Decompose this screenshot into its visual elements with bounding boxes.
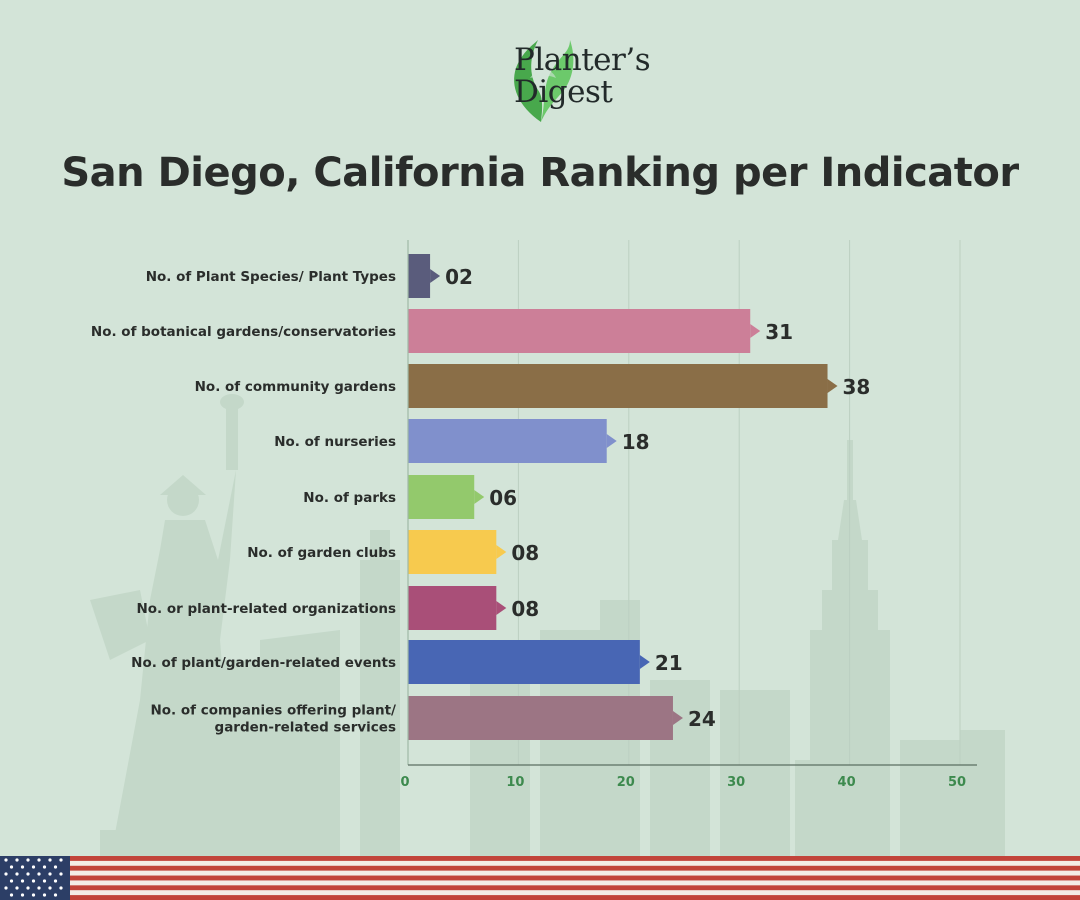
bar bbox=[408, 419, 607, 463]
bar bbox=[408, 254, 431, 298]
x-tick-label: 0 bbox=[400, 775, 409, 790]
bar bbox=[408, 530, 497, 574]
leaf-logo-icon bbox=[514, 40, 574, 122]
bar-pointer bbox=[750, 324, 761, 338]
category-label-line: No. of Plant Species/ Plant Types bbox=[146, 269, 396, 285]
us-flag-icon bbox=[0, 856, 1080, 900]
value-label: 24 bbox=[688, 707, 716, 731]
bar-pointer bbox=[827, 379, 838, 393]
bar bbox=[408, 696, 673, 740]
category-label: No. of companies offering plant/garden-r… bbox=[150, 703, 396, 736]
category-label: No. of garden clubs bbox=[247, 545, 396, 561]
value-label: 38 bbox=[843, 375, 871, 399]
brand-name-line-1: Planter’s bbox=[514, 42, 651, 78]
value-label: 08 bbox=[511, 597, 539, 621]
category-label-line: No. of plant/garden-related events bbox=[131, 655, 396, 671]
bar bbox=[408, 640, 640, 684]
value-label: 06 bbox=[489, 486, 517, 510]
category-label-line: No. of companies offering plant/ bbox=[150, 703, 396, 719]
category-label: No. of Plant Species/ Plant Types bbox=[146, 269, 396, 285]
bar-pointer bbox=[430, 269, 441, 283]
value-label: 18 bbox=[622, 430, 650, 454]
category-label-line: No. of community gardens bbox=[195, 379, 396, 395]
bar-pointer bbox=[496, 545, 507, 559]
category-label: No. of community gardens bbox=[195, 379, 396, 395]
bar-pointer bbox=[639, 655, 650, 669]
chart-title: San Diego, California Ranking per Indica… bbox=[61, 150, 1019, 196]
x-tick-label: 30 bbox=[727, 775, 745, 790]
category-label-line: No. of botanical gardens/conservatories bbox=[91, 324, 396, 340]
category-label: No. of nurseries bbox=[274, 434, 396, 450]
bar bbox=[408, 309, 751, 353]
x-tick-label: 50 bbox=[948, 775, 966, 790]
value-label: 31 bbox=[765, 320, 793, 344]
bar-pointer bbox=[672, 711, 683, 725]
bar bbox=[408, 586, 497, 630]
bar-pointer bbox=[606, 434, 617, 448]
category-label: No. of parks bbox=[303, 490, 396, 506]
category-label: No. of plant/garden-related events bbox=[131, 655, 396, 671]
chart-bars: 02 No. of Plant Species/ Plant Types 31 No.… bbox=[91, 254, 870, 740]
category-label-line: garden-related services bbox=[215, 720, 396, 736]
brand-name-line-2: Digest bbox=[514, 74, 613, 110]
value-label: 21 bbox=[655, 651, 683, 675]
category-label-line: No. of nurseries bbox=[274, 434, 396, 450]
category-label: No. or plant-related organizations bbox=[136, 601, 396, 617]
value-label: 02 bbox=[445, 265, 473, 289]
bar-pointer bbox=[474, 490, 485, 504]
value-label: 08 bbox=[511, 541, 539, 565]
category-label-line: No. of garden clubs bbox=[247, 545, 396, 561]
category-label: No. of botanical gardens/conservatories bbox=[91, 324, 396, 340]
bar bbox=[408, 364, 828, 408]
category-label-line: No. of parks bbox=[303, 490, 396, 506]
x-tick-label: 40 bbox=[838, 775, 856, 790]
category-label-line: No. or plant-related organizations bbox=[136, 601, 396, 617]
x-tick-label: 10 bbox=[506, 775, 524, 790]
bar-pointer bbox=[496, 601, 507, 615]
x-tick-label: 20 bbox=[617, 775, 635, 790]
bar bbox=[408, 475, 475, 519]
chart-axis: 0 10 20 30 40 50 bbox=[400, 240, 977, 790]
